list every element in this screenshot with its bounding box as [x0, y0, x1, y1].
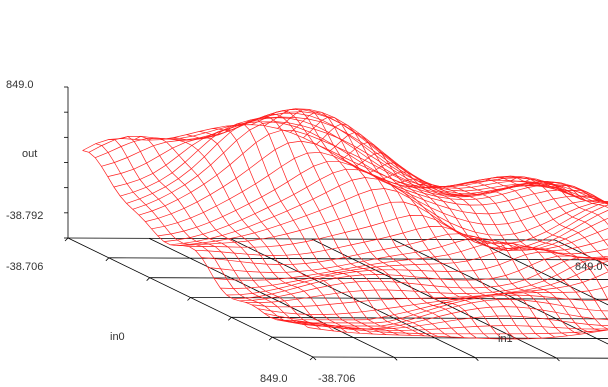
surface-mesh-line — [550, 185, 608, 205]
surface-mesh-line — [226, 251, 608, 296]
surface-mesh-line — [524, 178, 608, 203]
surface-mesh-line — [151, 151, 608, 230]
surface-mesh-line — [82, 124, 551, 189]
surface-mesh-line — [126, 116, 595, 204]
surface-mesh-line — [147, 137, 374, 335]
y-axis-tick — [475, 357, 479, 361]
floor-grid-line — [231, 316, 608, 320]
z-axis-label: out — [22, 148, 37, 160]
surface-mesh-line — [138, 129, 607, 216]
surface-mesh-line — [420, 185, 608, 301]
surface-mesh-line — [251, 260, 608, 308]
y-axis-tick — [393, 357, 398, 361]
floor-grid — [67, 237, 608, 359]
surface-mesh-line — [303, 116, 530, 340]
surface-mesh-line — [301, 322, 608, 335]
surface-mesh-line — [433, 186, 608, 272]
surface-mesh-line — [264, 285, 608, 321]
z-tick-min: -38.792 — [6, 210, 43, 222]
surface-mesh-line — [176, 188, 608, 247]
floor-grid-line — [272, 336, 608, 339]
y-axis-label: in1 — [498, 333, 513, 345]
surface-mesh-line — [472, 178, 608, 247]
surface-mesh-line — [264, 108, 491, 339]
x-axis-tick — [146, 277, 150, 281]
x-axis-label: in0 — [110, 331, 125, 343]
surface-mesh-line — [446, 184, 608, 261]
surface-mesh-line — [511, 176, 608, 202]
x-axis-tick — [187, 297, 191, 301]
surface-mesh-line — [459, 181, 608, 260]
x-axis-tick — [268, 336, 273, 341]
floor-grid-line — [312, 356, 608, 359]
surface-mesh-line — [120, 111, 588, 202]
x-axis-tick — [309, 356, 314, 361]
surface-mesh-line — [239, 257, 608, 302]
x-tick-min: -38.706 — [6, 261, 43, 273]
surface-mesh-line — [289, 315, 608, 330]
z-tick-max: 849.0 — [6, 79, 34, 91]
surface-mesh-line — [276, 299, 608, 327]
y-tick-max: 849.0 — [575, 261, 603, 273]
x-axis-tick — [64, 237, 69, 242]
surface-mesh-line — [295, 320, 608, 331]
surface-mesh-line — [270, 294, 608, 324]
surface-mesh-line — [220, 246, 608, 289]
floor-grid-line — [473, 239, 608, 306]
surface-mesh-line — [307, 327, 608, 340]
surface-mesh-line — [95, 143, 322, 330]
x-axis-tick — [105, 257, 110, 262]
y-axis-tick — [312, 356, 317, 361]
y-tick-min: -38.706 — [318, 373, 355, 385]
surface-mesh-line — [157, 161, 608, 237]
surface-mesh-line — [107, 109, 576, 197]
surface-mesh-line — [232, 255, 608, 300]
z-axis — [64, 86, 560, 362]
surface-mesh-line — [245, 257, 608, 303]
surface-mesh-line — [498, 175, 608, 208]
surface-mesh-line — [485, 176, 608, 226]
x-axis-tick — [228, 317, 232, 321]
x-tick-max: 849.0 — [260, 373, 288, 385]
y-axis-tick — [556, 357, 560, 362]
surface-wireframe — [82, 108, 608, 340]
